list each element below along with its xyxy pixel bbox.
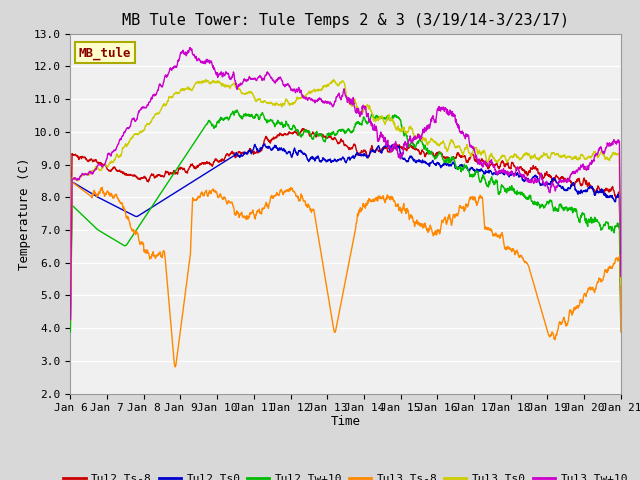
Y-axis label: Temperature (C): Temperature (C) bbox=[18, 157, 31, 270]
Title: MB Tule Tower: Tule Temps 2 & 3 (3/19/14-3/23/17): MB Tule Tower: Tule Temps 2 & 3 (3/19/14… bbox=[122, 13, 569, 28]
X-axis label: Time: Time bbox=[331, 415, 360, 428]
Legend: Tul2_Ts-8, Tul2_Ts0, Tul2_Tw+10, Tul3_Ts-8, Tul3_Ts0, Tul3_Tw+10: Tul2_Ts-8, Tul2_Ts0, Tul2_Tw+10, Tul3_Ts… bbox=[59, 469, 632, 480]
Text: MB_tule: MB_tule bbox=[79, 46, 131, 60]
